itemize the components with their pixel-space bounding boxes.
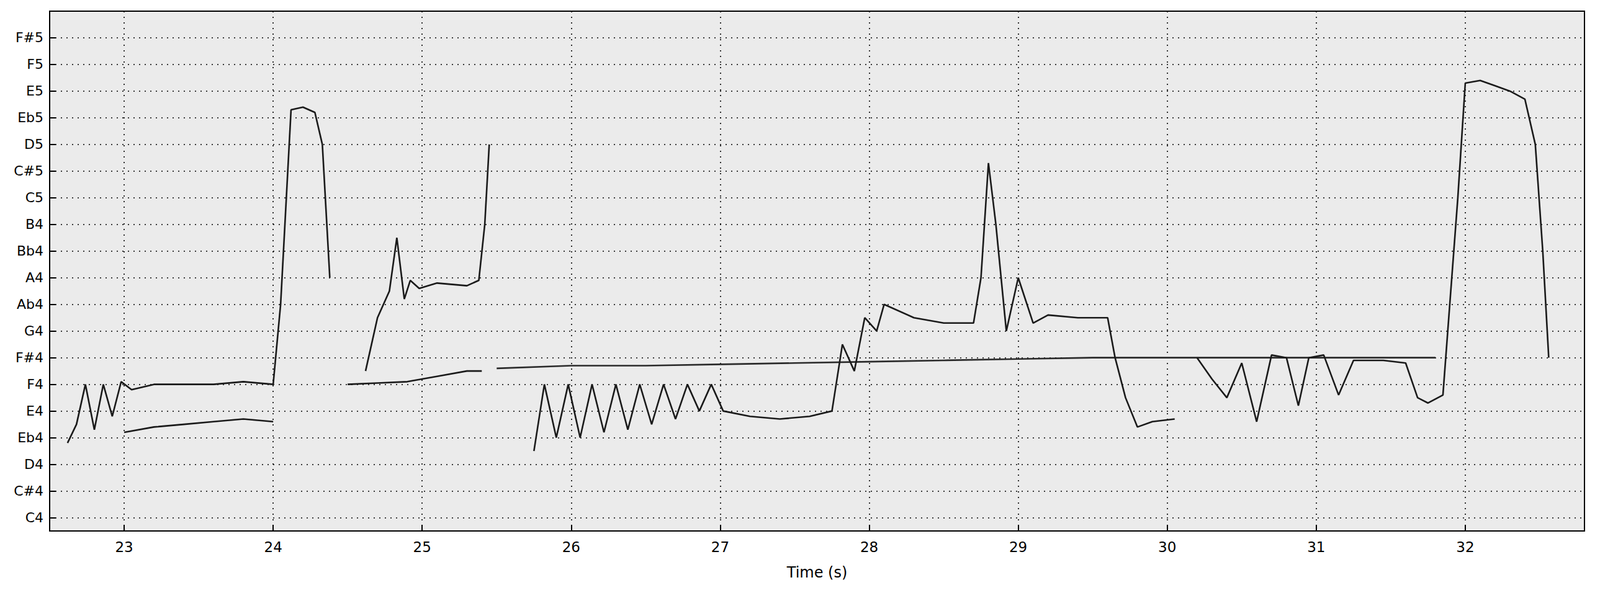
- svg-text:25: 25: [413, 539, 432, 556]
- svg-text:F5: F5: [26, 56, 44, 72]
- svg-text:C4: C4: [25, 510, 44, 526]
- svg-text:F#5: F#5: [15, 29, 44, 46]
- svg-text:E5: E5: [26, 83, 44, 99]
- svg-text:C#4: C#4: [13, 483, 44, 499]
- svg-text:Bb4: Bb4: [16, 243, 44, 259]
- svg-text:F4: F4: [26, 376, 44, 393]
- svg-text:A4: A4: [25, 269, 44, 286]
- svg-text:Time (s): Time (s): [786, 564, 848, 582]
- svg-text:32: 32: [1456, 539, 1475, 556]
- svg-text:29: 29: [1009, 539, 1028, 556]
- svg-text:B4: B4: [25, 216, 44, 233]
- svg-text:26: 26: [562, 539, 581, 556]
- svg-text:F#4: F#4: [15, 350, 44, 366]
- svg-text:31: 31: [1307, 539, 1326, 556]
- svg-text:G4: G4: [24, 323, 44, 339]
- svg-text:D4: D4: [24, 456, 44, 473]
- svg-text:Eb5: Eb5: [17, 109, 44, 126]
- svg-text:27: 27: [711, 539, 730, 556]
- svg-text:C#5: C#5: [13, 163, 44, 179]
- svg-text:C5: C5: [25, 189, 44, 206]
- svg-text:24: 24: [264, 539, 283, 556]
- svg-text:28: 28: [860, 539, 879, 556]
- svg-text:30: 30: [1158, 539, 1177, 556]
- svg-text:Ab4: Ab4: [16, 296, 44, 313]
- svg-text:D5: D5: [24, 136, 44, 153]
- svg-text:23: 23: [114, 539, 133, 556]
- svg-text:Eb4: Eb4: [17, 430, 44, 446]
- svg-text:E4: E4: [26, 403, 44, 419]
